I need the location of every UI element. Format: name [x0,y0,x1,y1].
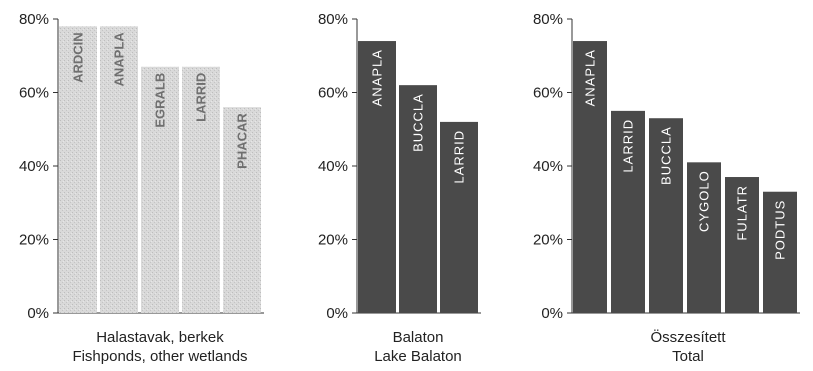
caption-line2: Total [672,348,704,365]
y-tick-label: 40% [19,158,49,175]
bar-label: BUCCLA [411,93,426,152]
bar-phacar [223,107,261,313]
bar-label: EGRALB [153,73,168,128]
bar-buccla [399,85,437,314]
chart-panel-total: 0% 20% 40% 60% 80% ANAPLA LARRID BUCCLA CYGOLO FU… [533,11,800,365]
bar-label: LARRID [621,119,636,173]
y-tick-label: 20% [318,232,348,249]
bar-label: ANAPLA [112,32,127,87]
y-tick-label: 80% [19,11,49,28]
chart-panel-balaton: 0% 20% 40% 60% 80% ANAPLA BUCCLA LARRID Balaton… [318,11,481,365]
caption-line2: Lake Balaton [374,348,462,365]
y-tick-label: 20% [19,232,49,249]
bar-label: ARDCIN [71,32,86,83]
y-tick-label: 60% [19,85,49,102]
caption-line1: Balaton [393,329,444,346]
chart-panel-fishponds: 0% 20% 40% 60% 80% ARDCIN ANAPLA EGRALB LARRID PH… [19,11,264,365]
bar-label: CYGOLO [697,170,712,232]
bar-label: ANAPLA [370,49,385,106]
bar-anapla [100,26,138,313]
y-tick-label: 40% [318,158,348,175]
bar-larrid [440,121,478,314]
y-tick-label: 0% [541,305,563,322]
y-tick-label: 80% [533,11,563,28]
bar-label: BUCCLA [659,126,674,185]
bar-larrid [611,110,645,313]
bar-label: PHACAR [235,113,250,169]
bar-cygolo [687,162,721,313]
bar-egralb [141,66,179,314]
bar-label: FULATR [735,185,750,241]
bar-anapla [358,41,396,314]
y-tick-label: 80% [318,11,348,28]
y-tick-label: 60% [318,85,348,102]
y-tick-label: 0% [326,305,348,322]
bar-label: LARRID [194,73,209,122]
y-tick-label: 0% [27,305,49,322]
y-tick-label: 20% [533,232,563,249]
y-tick-label: 60% [533,85,563,102]
caption-line1: Halastavak, berkek [96,329,224,346]
bar-fulatr [725,177,759,313]
bar-label: LARRID [452,130,467,184]
caption-line2: Fishponds, other wetlands [72,348,247,365]
bar-podtus [763,191,797,313]
bar-larrid [182,66,220,314]
bar-anapla [573,41,607,314]
caption-line1: Összesített [650,328,726,346]
bar-label: ANAPLA [583,49,598,106]
bar-buccla [649,118,683,313]
bar-label: PODTUS [773,200,788,260]
y-tick-label: 40% [533,158,563,175]
bar-ardcin [59,26,97,313]
